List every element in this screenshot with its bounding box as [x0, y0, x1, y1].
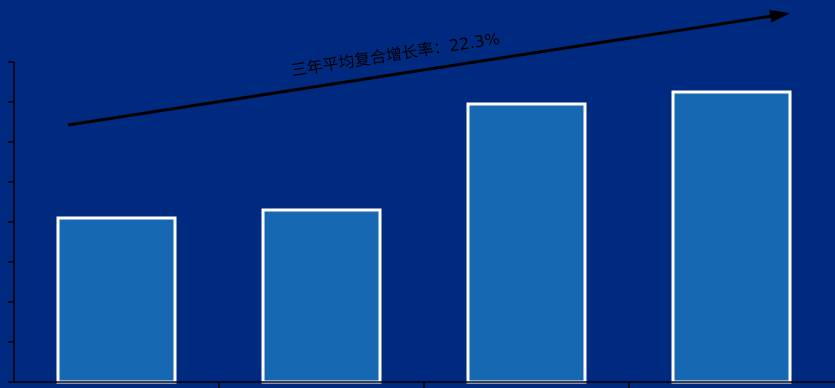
y-ticks — [8, 61, 14, 383]
bar-4 — [671, 90, 792, 384]
bar-2 — [261, 208, 382, 384]
bar-1 — [56, 216, 177, 384]
trend-arrow-line — [67, 14, 773, 127]
axis-layer — [8, 61, 835, 388]
x-ticks — [218, 382, 630, 388]
growth-annotation: 三年平均复合增长率：22.3% — [290, 29, 501, 80]
trend-arrow-head — [769, 9, 790, 23]
bar-3 — [466, 102, 587, 384]
bars-layer — [56, 90, 792, 384]
